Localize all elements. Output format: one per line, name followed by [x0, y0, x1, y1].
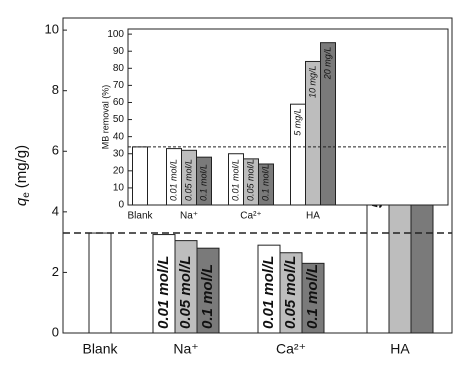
- x-tick-label: HA: [390, 341, 410, 357]
- y-axis-label: MB removal (%): [100, 85, 110, 150]
- bar-label: 0.05 mol/L: [282, 256, 299, 329]
- bar: [196, 156, 212, 206]
- bar-label: 0.01 mol/L: [230, 159, 240, 201]
- y-tick-label: 2: [52, 264, 59, 279]
- y-tick-label: 10: [113, 183, 125, 194]
- bar-label: 0.1 mol/L: [199, 264, 216, 329]
- bar-label: 0.1 mol/L: [260, 164, 270, 201]
- x-tick-label: Blank: [82, 341, 118, 357]
- bar-label: 0.01 mol/L: [155, 256, 172, 329]
- bar-label: 10 mg/L: [307, 65, 317, 98]
- y-tick-label: 90: [113, 46, 125, 57]
- y-label-subscript: e: [21, 192, 32, 198]
- y-tick-label: 60: [113, 97, 125, 108]
- bar: [301, 262, 325, 334]
- x-tick-label: HA: [306, 211, 320, 222]
- x-tick-label: Ca²⁺: [240, 211, 261, 222]
- bar: [196, 247, 220, 334]
- y-tick-label: 50: [113, 114, 125, 125]
- bar-label: 0.1 mol/L: [304, 264, 321, 329]
- bar-label: 0.05 mol/L: [183, 159, 193, 201]
- bar: [320, 42, 336, 206]
- bar-label: 0.05 mol/L: [245, 159, 255, 201]
- bar-label: 0.01 mol/L: [168, 159, 178, 201]
- y-tick-label: 10: [45, 22, 59, 37]
- y-tick-label: 80: [113, 63, 125, 74]
- y-tick-label: 40: [113, 131, 125, 142]
- bar-label: 0.1 mol/L: [198, 164, 208, 201]
- x-tick-label: Blank: [127, 211, 153, 222]
- bar-label: 0.01 mol/L: [260, 256, 277, 329]
- y-tick-label: 30: [113, 148, 125, 159]
- y-tick-label: 100: [107, 29, 124, 40]
- y-label-unit: (mg/g): [13, 145, 30, 188]
- bar-label: 20 mg/L: [322, 47, 332, 81]
- y-tick-label: 20: [113, 165, 125, 176]
- y-label-symbol: q: [13, 197, 30, 206]
- y-tick-label: 4: [52, 203, 59, 218]
- bar-label: 5 mg/L: [292, 108, 302, 136]
- bar-label: 0.05 mol/L: [177, 256, 194, 329]
- y-tick-label: 70: [113, 80, 125, 91]
- y-axis-label: qe (mg/g): [13, 145, 32, 206]
- bar: [258, 163, 274, 206]
- y-tick-label: 8: [52, 82, 59, 97]
- y-tick-label: 6: [52, 143, 59, 158]
- bar: [88, 232, 112, 334]
- x-tick-label: Na⁺: [180, 211, 198, 222]
- x-tick-label: Na⁺: [173, 341, 198, 357]
- y-tick-label: 0: [118, 200, 124, 211]
- bar: [132, 146, 148, 206]
- x-tick-label: Ca²⁺: [276, 341, 306, 357]
- y-tick-label: 0: [52, 324, 59, 339]
